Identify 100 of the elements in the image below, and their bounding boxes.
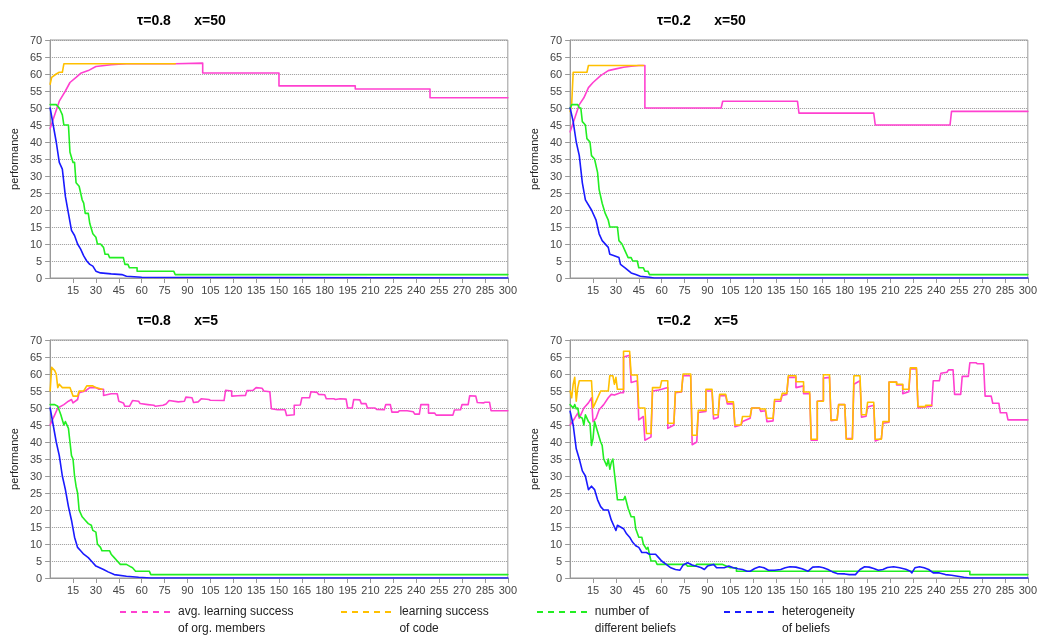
x-tick-label: 285 bbox=[995, 283, 1015, 296]
y-tick-label: 40 bbox=[549, 136, 563, 148]
y-tick-label: 60 bbox=[29, 68, 43, 80]
x-tick-label: 15 bbox=[586, 283, 600, 296]
legend-label: learning success of code bbox=[399, 603, 489, 637]
x-tick-label: 90 bbox=[181, 583, 194, 596]
y-tick-label: 5 bbox=[556, 255, 563, 267]
x-tick-label: 225 bbox=[384, 283, 403, 296]
y-tick-label: 10 bbox=[29, 238, 43, 250]
chart-title: τ=0.8 x=50 bbox=[137, 12, 226, 28]
line-series bbox=[569, 350, 933, 441]
legend-label: avg. learning success of org. members bbox=[178, 603, 294, 637]
x-tick-label: 300 bbox=[498, 583, 517, 596]
y-tick-label: 70 bbox=[549, 34, 563, 46]
x-tick-label: 225 bbox=[384, 583, 403, 596]
x-tick-label: 285 bbox=[475, 583, 495, 596]
x-tick-label: 135 bbox=[246, 283, 266, 296]
y-tick-label: 55 bbox=[29, 385, 43, 397]
x-tick-label: 300 bbox=[498, 283, 517, 296]
y-tick-label: 70 bbox=[29, 334, 43, 346]
chart-title: τ=0.2 x=5 bbox=[657, 312, 739, 328]
y-tick-label: 65 bbox=[29, 51, 43, 63]
y-tick-label: 30 bbox=[549, 170, 563, 182]
y-tick-label: 50 bbox=[549, 402, 563, 414]
x-tick-label: 165 bbox=[812, 283, 832, 296]
chart-title: τ=0.2 x=50 bbox=[657, 12, 746, 28]
x-tick-label: 180 bbox=[835, 583, 854, 596]
y-tick-label: 35 bbox=[549, 453, 563, 465]
x-tick-label: 150 bbox=[269, 583, 289, 596]
y-tick-label: 5 bbox=[556, 555, 563, 567]
x-tick-label: 255 bbox=[949, 283, 969, 296]
x-tick-label: 135 bbox=[766, 283, 786, 296]
x-tick-label: 225 bbox=[904, 283, 923, 296]
y-tick-label: 25 bbox=[549, 187, 563, 199]
y-tick-label: 50 bbox=[29, 102, 43, 114]
y-tick-label: 25 bbox=[29, 187, 43, 199]
x-tick-label: 45 bbox=[112, 283, 125, 296]
y-tick-label: 15 bbox=[549, 521, 563, 533]
x-tick-label: 120 bbox=[224, 283, 243, 296]
y-tick-label: 45 bbox=[549, 119, 563, 131]
y-tick-label: 35 bbox=[29, 153, 43, 165]
y-tick-label: 30 bbox=[29, 470, 43, 482]
x-tick-label: 240 bbox=[407, 583, 426, 596]
x-tick-label: 105 bbox=[201, 583, 220, 596]
y-tick-label: 0 bbox=[36, 272, 43, 284]
x-tick-label: 240 bbox=[407, 283, 426, 296]
x-tick-label: 90 bbox=[181, 283, 194, 296]
y-axis-title: performance bbox=[527, 128, 540, 190]
x-tick-label: 60 bbox=[655, 283, 668, 296]
x-tick-label: 135 bbox=[246, 583, 266, 596]
y-tick-label: 40 bbox=[29, 436, 43, 448]
line-series bbox=[569, 64, 1029, 133]
x-tick-label: 165 bbox=[292, 283, 312, 296]
x-tick-label: 300 bbox=[1018, 583, 1037, 596]
x-tick-label: 45 bbox=[112, 583, 125, 596]
x-tick-label: 60 bbox=[135, 583, 148, 596]
line-series bbox=[49, 366, 103, 397]
x-tick-label: 210 bbox=[361, 583, 380, 596]
x-tick-label: 30 bbox=[609, 283, 623, 296]
legend-label: number of different beliefs bbox=[594, 603, 676, 637]
y-tick-label: 10 bbox=[549, 238, 563, 250]
x-tick-label: 270 bbox=[452, 583, 472, 596]
y-tick-label: 70 bbox=[549, 334, 563, 346]
y-tick-label: 0 bbox=[556, 272, 563, 284]
x-tick-label: 285 bbox=[995, 583, 1015, 596]
x-tick-label: 270 bbox=[972, 583, 992, 596]
y-tick-label: 0 bbox=[556, 572, 563, 584]
chart-title: τ=0.8 x=5 bbox=[137, 312, 219, 328]
x-tick-label: 210 bbox=[881, 283, 900, 296]
line-series bbox=[49, 63, 177, 85]
x-tick-label: 240 bbox=[927, 583, 946, 596]
x-tick-label: 135 bbox=[766, 583, 786, 596]
x-tick-label: 255 bbox=[949, 583, 969, 596]
x-tick-label: 210 bbox=[881, 583, 900, 596]
x-tick-label: 150 bbox=[269, 283, 289, 296]
x-tick-label: 165 bbox=[812, 583, 832, 596]
y-axis-title: performance bbox=[7, 128, 20, 190]
x-tick-label: 75 bbox=[678, 283, 691, 296]
y-tick-label: 15 bbox=[29, 521, 43, 533]
x-tick-label: 45 bbox=[632, 283, 645, 296]
y-tick-label: 65 bbox=[549, 51, 563, 63]
x-tick-label: 195 bbox=[858, 283, 877, 296]
x-tick-label: 225 bbox=[904, 583, 923, 596]
y-tick-label: 60 bbox=[549, 68, 563, 80]
x-tick-label: 255 bbox=[429, 283, 449, 296]
y-tick-label: 20 bbox=[29, 504, 43, 516]
x-tick-label: 105 bbox=[721, 583, 740, 596]
x-tick-label: 285 bbox=[475, 283, 495, 296]
y-tick-label: 30 bbox=[549, 470, 563, 482]
y-tick-label: 5 bbox=[36, 255, 43, 267]
y-tick-label: 15 bbox=[549, 221, 563, 233]
y-tick-label: 55 bbox=[549, 385, 563, 397]
x-tick-label: 15 bbox=[66, 583, 80, 596]
x-tick-label: 180 bbox=[315, 283, 334, 296]
y-tick-label: 0 bbox=[36, 572, 43, 584]
legend-label: heterogeneity of beliefs bbox=[781, 603, 855, 637]
y-tick-label: 20 bbox=[549, 504, 563, 516]
x-tick-label: 240 bbox=[927, 283, 946, 296]
x-tick-label: 150 bbox=[789, 283, 809, 296]
x-tick-label: 30 bbox=[89, 283, 103, 296]
